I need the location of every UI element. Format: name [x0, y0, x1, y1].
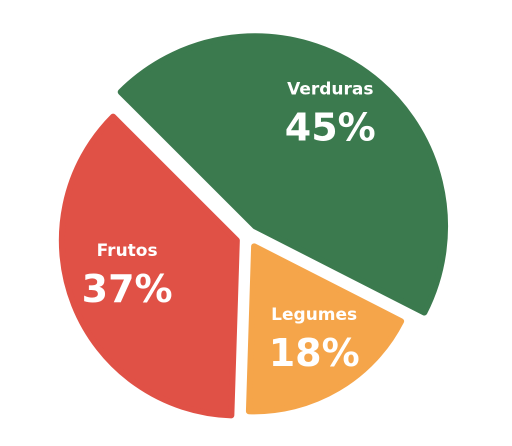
slice-label-legumes: Legumes — [271, 305, 357, 325]
slice-label-verduras: Verduras — [287, 80, 373, 100]
pie-slice-frutos — [58, 113, 240, 419]
pie-slice-legumes — [245, 243, 405, 415]
slice-label-frutos: Frutos — [97, 241, 158, 261]
slice-value-verduras: 45% — [285, 106, 376, 150]
pie-slice-verduras — [117, 33, 449, 316]
slice-value-frutos: 37% — [82, 267, 173, 311]
slice-value-legumes: 18% — [269, 331, 360, 375]
